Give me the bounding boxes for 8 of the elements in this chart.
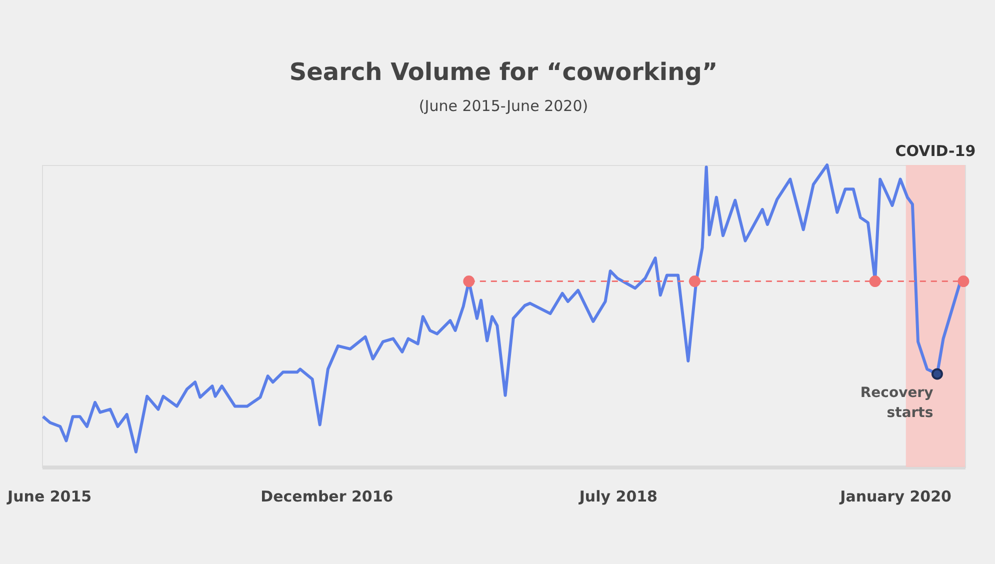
x-tick-label: June 2015 <box>6 488 92 506</box>
annotation: Recovery starts <box>860 384 934 421</box>
band-label: COVID-19 <box>895 142 976 160</box>
x-tick-label: July 2018 <box>578 488 658 506</box>
x-tick-label: January 2020 <box>839 488 952 506</box>
chart-title: Search Volume for “coworking” <box>289 58 718 86</box>
x-tick-label: December 2016 <box>260 488 394 506</box>
chart-subtitle: (June 2015-June 2020) <box>418 97 588 115</box>
